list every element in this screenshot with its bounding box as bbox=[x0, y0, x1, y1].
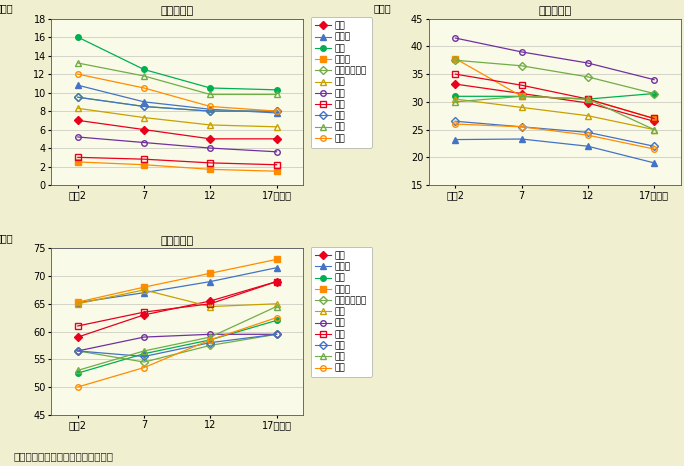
Legend: 全国, 北海道, 東北, 南関東, 北関東・甲信, 北陸, 東海, 近畑, 中国, 四国, 九州: 全国, 北海道, 東北, 南関東, 北関東・甲信, 北陸, 東海, 近畑, 中国… bbox=[311, 247, 371, 377]
Legend: 全国, 北海道, 東北, 南関東, 北関東・甲信, 北陸, 東海, 近畑, 中国, 四国, 九州: 全国, 北海道, 東北, 南関東, 北関東・甲信, 北陸, 東海, 近畑, 中国… bbox=[311, 17, 371, 148]
Title: 第一次産業: 第一次産業 bbox=[161, 7, 194, 16]
Title: 第二次産業: 第二次産業 bbox=[538, 7, 571, 16]
Text: （％）: （％） bbox=[373, 4, 391, 14]
Text: （％）: （％） bbox=[0, 4, 14, 14]
Title: 第三次産業: 第三次産業 bbox=[161, 236, 194, 246]
Text: 資料）総務省「国勢調査」より作成: 資料）総務省「国勢調査」より作成 bbox=[14, 452, 114, 461]
Text: （％）: （％） bbox=[0, 233, 14, 243]
